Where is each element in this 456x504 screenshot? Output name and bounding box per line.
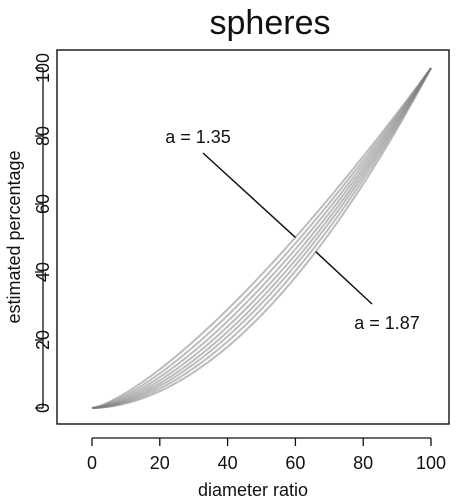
curve-series-2 (92, 68, 431, 408)
x-tick-label: 100 (416, 453, 446, 473)
y-tick-label: 60 (33, 194, 53, 214)
x-tick-label: 60 (285, 453, 305, 473)
curve-series-4 (92, 68, 431, 408)
y-tick-label: 40 (33, 262, 53, 282)
curve-series-6 (92, 68, 431, 408)
x-tick-label: 0 (87, 453, 97, 473)
curve-series-8 (92, 68, 431, 408)
y-axis: 0 20 40 60 80 100 (33, 53, 53, 413)
curve-series-3 (92, 68, 431, 408)
annotation-leader-line (203, 153, 295, 237)
y-tick-label: 0 (33, 403, 53, 413)
x-tick-label: 20 (150, 453, 170, 473)
x-tick-label: 40 (218, 453, 238, 473)
x-tick-label: 80 (353, 453, 373, 473)
curve-series-7 (92, 68, 431, 408)
plot-frame (57, 50, 449, 424)
curve-series-5 (92, 68, 431, 408)
x-axis: 0 20 40 60 80 100 (87, 438, 446, 473)
y-tick-label: 100 (33, 53, 53, 83)
y-tick-label: 20 (33, 330, 53, 350)
y-axis-label: estimated percentage (4, 150, 24, 323)
y-tick-label: 80 (33, 126, 53, 146)
chart-title: spheres (210, 4, 331, 42)
annotation-group: a = 1.35 a = 1.87 (165, 127, 420, 333)
x-axis-label: diameter ratio (198, 480, 308, 500)
curve-series-1 (92, 68, 431, 408)
curve-group (92, 68, 431, 408)
annotation-label: a = 1.87 (354, 313, 420, 333)
annotation-leader-line (316, 252, 372, 304)
annotation-label: a = 1.35 (165, 127, 231, 147)
